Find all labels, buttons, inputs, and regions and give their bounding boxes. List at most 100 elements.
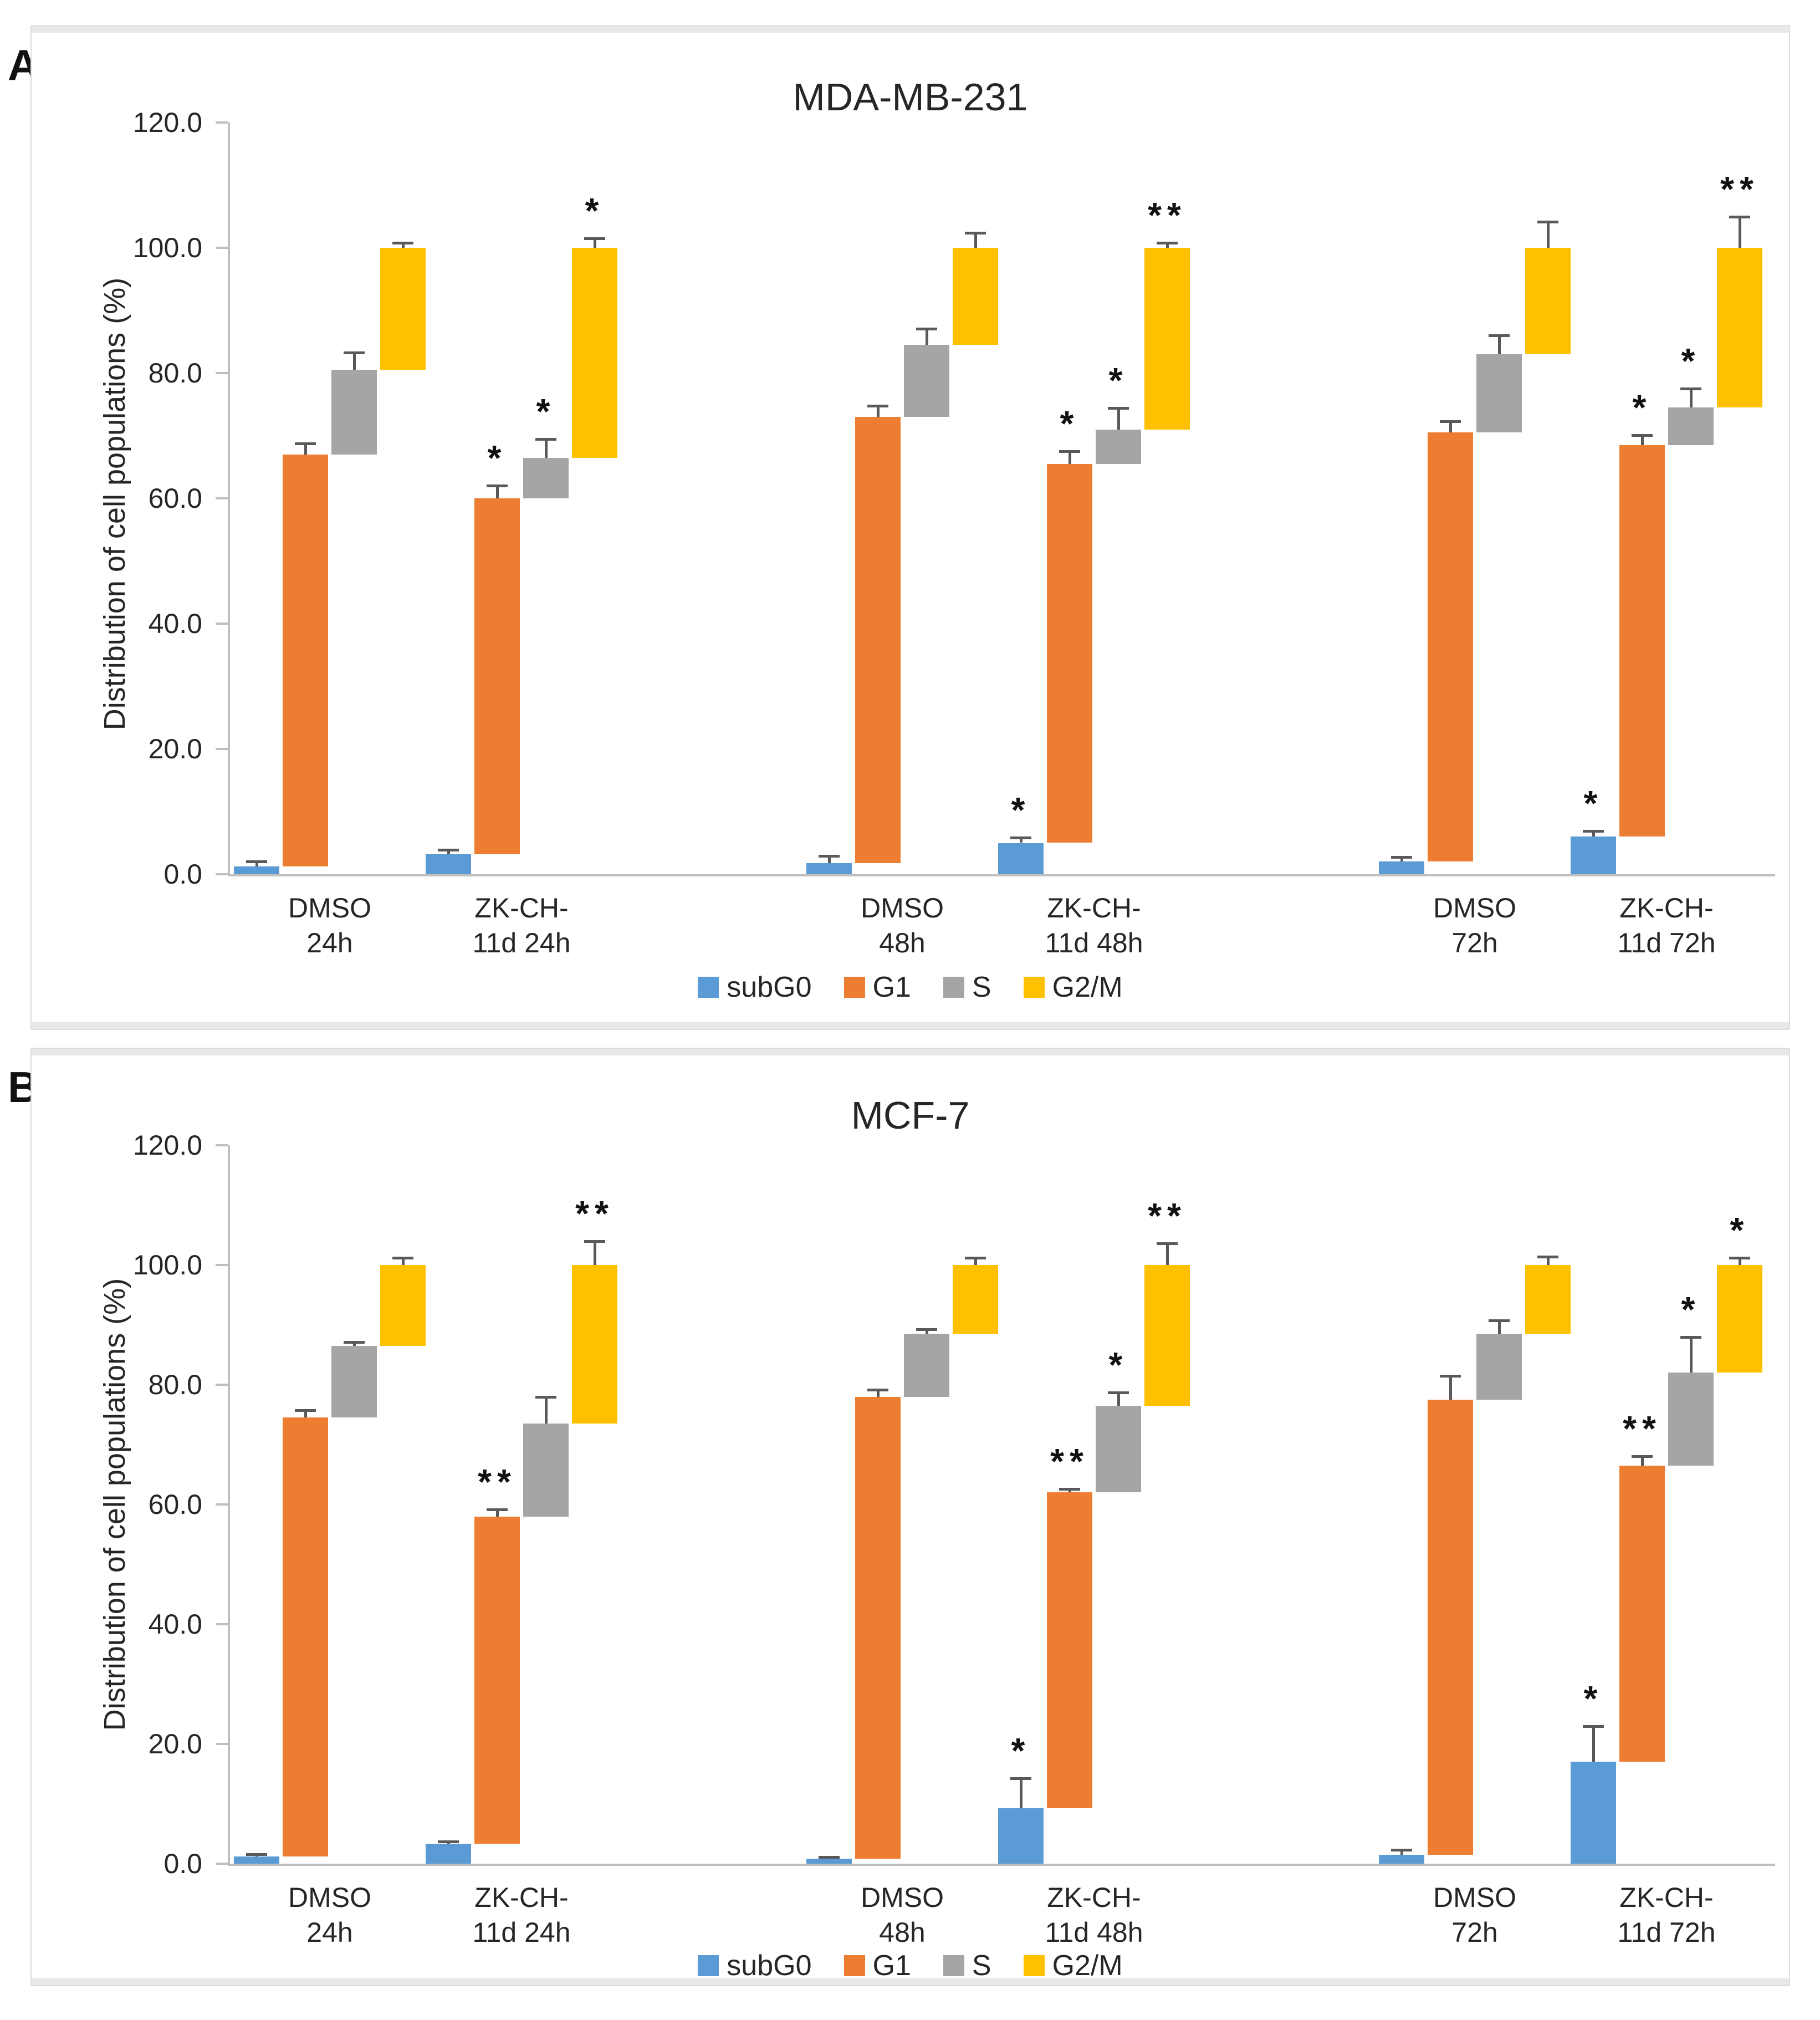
y-tick	[216, 1863, 228, 1865]
error-bar-cap	[438, 1840, 459, 1844]
bar-G2/M	[380, 248, 426, 370]
significance-star: *	[1681, 1289, 1701, 1329]
error-bar	[593, 238, 596, 248]
bar-G1	[855, 1396, 901, 1859]
error-bar	[544, 438, 548, 458]
significance-star: **	[1050, 1441, 1089, 1481]
error-bar-cap	[1729, 215, 1750, 218]
bar-G1	[474, 1516, 520, 1844]
error-bar	[1117, 408, 1120, 430]
y-tick	[216, 1144, 228, 1146]
error-bar	[1449, 1375, 1452, 1400]
error-bar	[1449, 421, 1452, 433]
significance-star: *	[1583, 783, 1603, 824]
legend-swatch-G1	[843, 1955, 865, 1976]
legend-item: G1	[843, 973, 911, 1002]
legend-item: G2/M	[1023, 1951, 1123, 1980]
bar-subG0	[1379, 861, 1424, 874]
error-bar-cap	[1583, 1725, 1604, 1728]
error-bar	[1019, 1778, 1023, 1808]
error-bar	[925, 1329, 928, 1334]
y-tick	[216, 1623, 228, 1625]
error-bar-cap	[246, 1853, 267, 1856]
error-bar-cap	[344, 351, 365, 354]
error-bar	[447, 849, 450, 854]
legend-swatch-subG0	[698, 1955, 719, 1976]
legend-label: S	[972, 971, 991, 1003]
y-tick-label: 120.0	[132, 1130, 202, 1161]
error-bar	[1689, 389, 1693, 408]
bar-subG0	[234, 866, 279, 874]
y-tick	[216, 497, 228, 499]
legend-swatch-S	[943, 977, 964, 998]
error-bar-cap	[584, 1239, 605, 1243]
error-bar-cap	[1440, 420, 1461, 423]
y-tick	[216, 1503, 228, 1506]
y-tick-label: 80.0	[148, 1369, 202, 1400]
x-category-label: DMSO 24h	[288, 1882, 371, 1948]
significance-star: *	[1632, 387, 1652, 427]
bar-G1	[1047, 463, 1092, 843]
significance-star: **	[1148, 195, 1187, 235]
bar-subG0	[1571, 1762, 1616, 1864]
error-bar	[1400, 857, 1403, 862]
bar-G1	[1428, 1400, 1473, 1855]
error-bar-cap	[1108, 407, 1129, 410]
error-bar	[495, 1509, 499, 1517]
error-bar-cap	[535, 1395, 556, 1399]
y-tick-label: 20.0	[148, 733, 202, 764]
legend-item: subG0	[698, 1950, 812, 1982]
error-bar	[401, 1258, 405, 1265]
error-bar	[1738, 1258, 1741, 1265]
error-bar-cap	[295, 1409, 316, 1412]
error-bar-cap	[1680, 1335, 1701, 1339]
bar-G1	[855, 417, 901, 863]
error-bar-cap	[1059, 1487, 1080, 1491]
y-tick-label: 60.0	[148, 483, 202, 514]
x-axis-line	[228, 1864, 1775, 1866]
significance-star: **	[1720, 169, 1759, 209]
bar-G2/M	[572, 1265, 617, 1424]
significance-star: *	[1060, 404, 1080, 444]
error-bar	[1068, 451, 1071, 464]
error-bar-cap	[392, 241, 413, 244]
error-bar	[827, 856, 831, 863]
y-axis-line	[228, 1145, 230, 1866]
bar-G2/M	[1525, 1265, 1571, 1334]
error-bar-cap	[246, 860, 267, 864]
error-bar-cap	[1537, 220, 1558, 223]
bar-G1	[283, 1417, 328, 1857]
error-bar	[401, 242, 405, 248]
bar-G2/M	[1144, 248, 1190, 430]
legend-item: G2/M	[1023, 973, 1123, 1002]
bar-S	[1476, 1334, 1522, 1400]
error-bar	[1546, 221, 1550, 248]
y-tick-label: 100.0	[132, 232, 202, 263]
error-bar-cap	[819, 1856, 840, 1859]
panel-a-chart: MDA-MB-231 Distribution of cell populati…	[30, 25, 1790, 1030]
bar-G1	[1619, 1465, 1665, 1762]
bar-G2/M	[953, 1265, 998, 1334]
significance-star: **	[478, 1461, 517, 1502]
legend-label: subG0	[727, 971, 812, 1003]
error-bar-cap	[916, 327, 937, 330]
legend: subG0 G1 S G2/M	[32, 973, 1789, 1002]
error-bar-cap	[1010, 1777, 1031, 1780]
bar-G1	[283, 454, 328, 867]
x-category-label: ZK-CH- 11d 48h	[1045, 1882, 1143, 1948]
bar-S	[904, 345, 949, 417]
error-bar-cap	[1157, 241, 1178, 244]
bar-subG0	[426, 854, 471, 874]
error-bar	[1592, 1726, 1595, 1762]
error-bar	[593, 1241, 596, 1265]
y-tick-label: 0.0	[163, 859, 202, 890]
bar-S	[1096, 1405, 1141, 1493]
error-bar-cap	[867, 1388, 888, 1391]
error-bar-cap	[1108, 1391, 1129, 1395]
error-bar-cap	[819, 855, 840, 858]
significance-star: **	[575, 1193, 614, 1233]
error-bar	[1019, 838, 1023, 843]
legend-label: subG0	[727, 1950, 812, 1982]
bar-G2/M	[572, 248, 617, 458]
x-category-label: DMSO 72h	[1433, 1882, 1516, 1948]
